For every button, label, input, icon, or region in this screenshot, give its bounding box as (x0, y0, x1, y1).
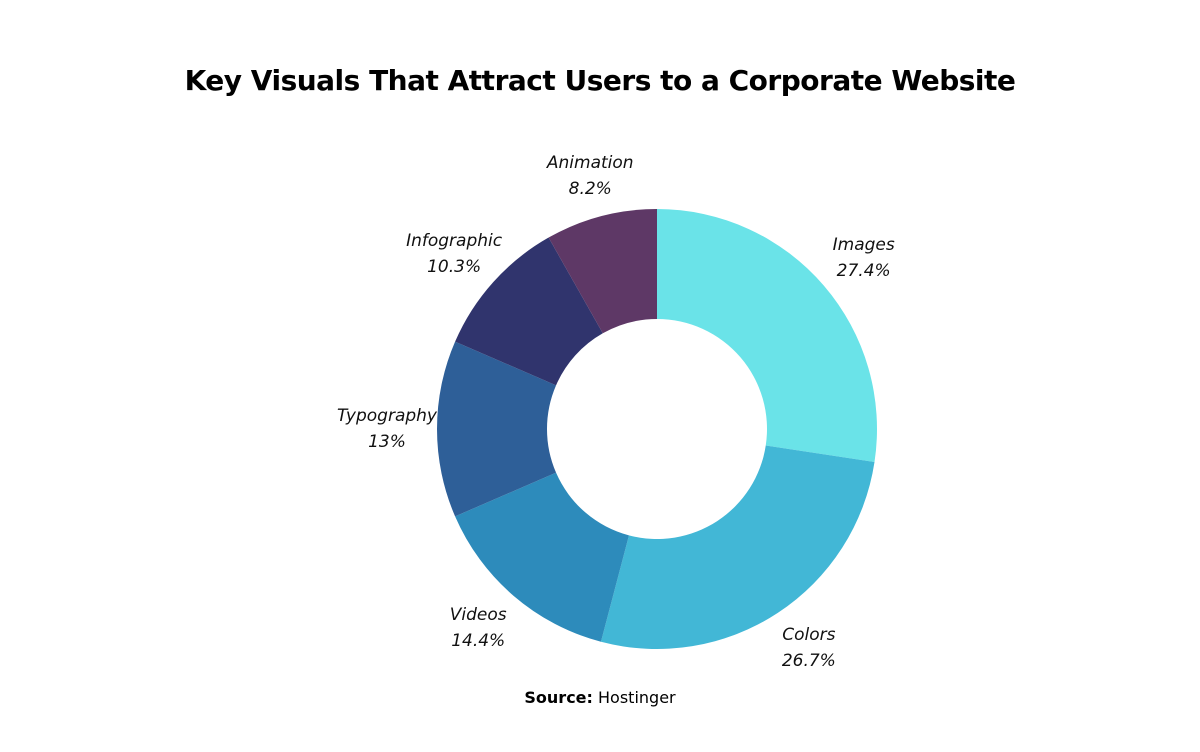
slice-animation (548, 209, 657, 334)
slice-label-infographic: Infographic 10.3% (374, 228, 534, 280)
slice-value: 26.7% (781, 650, 836, 671)
chart-title: Key Visuals That Attract Users to a Corp… (184, 64, 1016, 97)
slice-value: 8.2% (568, 178, 612, 199)
slice-label-typography: Typography 13% (307, 403, 467, 455)
slice-label-images: Images 27.4% (784, 232, 944, 284)
slice-colors (600, 445, 875, 650)
slice-typography (437, 341, 557, 517)
slice-videos (455, 472, 629, 642)
slice-category: Videos (449, 604, 507, 625)
slice-category: Typography (337, 406, 437, 426)
source-label: Source: (524, 688, 593, 707)
slice-category: Infographic (406, 230, 503, 251)
slice-category: Colors (782, 624, 836, 645)
slice-value: 10.3% (427, 256, 482, 277)
slice-category: Images (832, 235, 895, 256)
slice-images (657, 209, 877, 463)
slice-value: 14.4% (451, 630, 506, 651)
slice-category: Animation (546, 152, 634, 173)
slice-value: 27.4% (836, 261, 891, 282)
source-value: Hostinger (598, 688, 676, 707)
slice-label-colors: Colors 26.7% (729, 622, 889, 674)
source-note: Source: Hostinger (0, 688, 1200, 707)
slice-label-animation: Animation 8.2% (510, 150, 670, 202)
slice-value: 13% (368, 432, 406, 452)
slice-infographic (455, 237, 603, 386)
slice-label-videos: Videos 14.4% (398, 602, 558, 654)
